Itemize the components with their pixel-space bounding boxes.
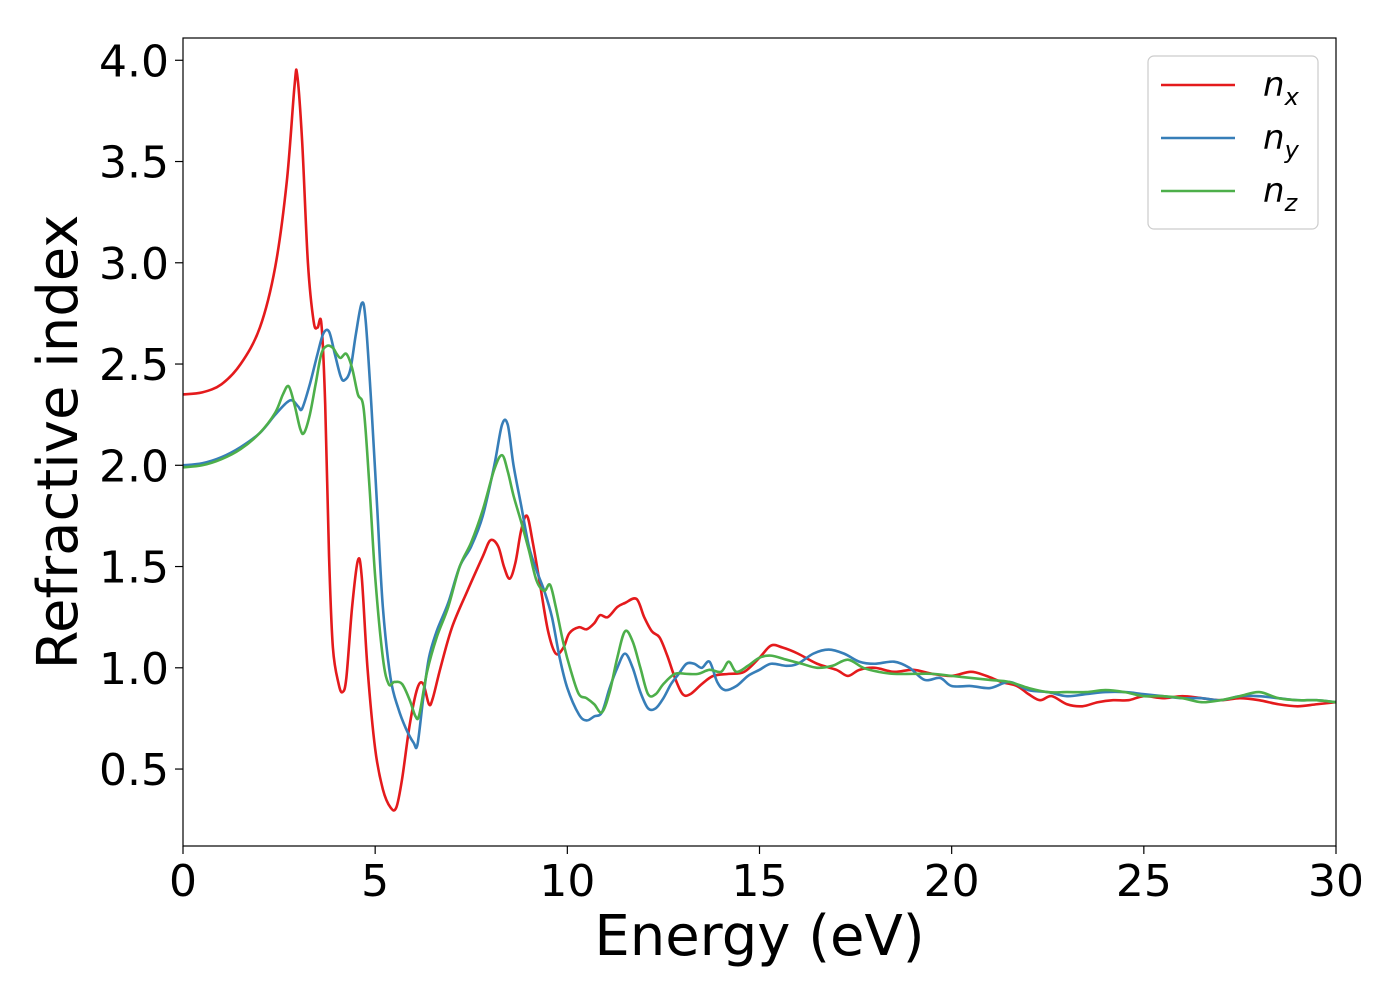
x-tick-label: 30 bbox=[1308, 856, 1364, 907]
x-tick-label: 5 bbox=[361, 856, 389, 907]
y-tick-label: 3.0 bbox=[99, 239, 169, 290]
x-tick-label: 15 bbox=[732, 856, 788, 907]
series-layer bbox=[183, 68, 1336, 812]
x-tick-label: 25 bbox=[1116, 856, 1172, 907]
y-tick-label: 0.5 bbox=[99, 745, 169, 796]
legend: nx ny nz bbox=[1147, 55, 1319, 230]
y-tick-label: 1.0 bbox=[99, 644, 169, 695]
legend-label-ny: ny bbox=[1263, 118, 1300, 164]
y-tick-label: 4.0 bbox=[99, 36, 169, 87]
y-axis: 0.5 1.0 1.5 2.0 2.5 3.0 3.5 4.0 bbox=[99, 36, 183, 796]
legend-box bbox=[1147, 55, 1319, 230]
y-tick-label: 2.0 bbox=[99, 441, 169, 492]
plot-area bbox=[183, 38, 1336, 846]
y-tick-label: 1.5 bbox=[99, 543, 169, 594]
y-axis-label: Refractive index bbox=[26, 215, 91, 670]
x-axis: 0 5 10 15 20 25 30 bbox=[169, 846, 1364, 907]
y-tick-label: 2.5 bbox=[99, 340, 169, 391]
plot-frame bbox=[182, 37, 1337, 847]
y-tick-label: 3.5 bbox=[99, 138, 169, 189]
legend-label-nx: nx bbox=[1263, 65, 1300, 111]
series-line-nx bbox=[183, 68, 1336, 812]
x-tick-label: 10 bbox=[539, 856, 595, 907]
legend-label-nz: nz bbox=[1263, 171, 1299, 217]
series-line-nz bbox=[183, 344, 1336, 721]
x-tick-label: 0 bbox=[169, 856, 197, 907]
x-tick-label: 20 bbox=[924, 856, 980, 907]
x-axis-label: Energy (eV) bbox=[594, 904, 924, 969]
